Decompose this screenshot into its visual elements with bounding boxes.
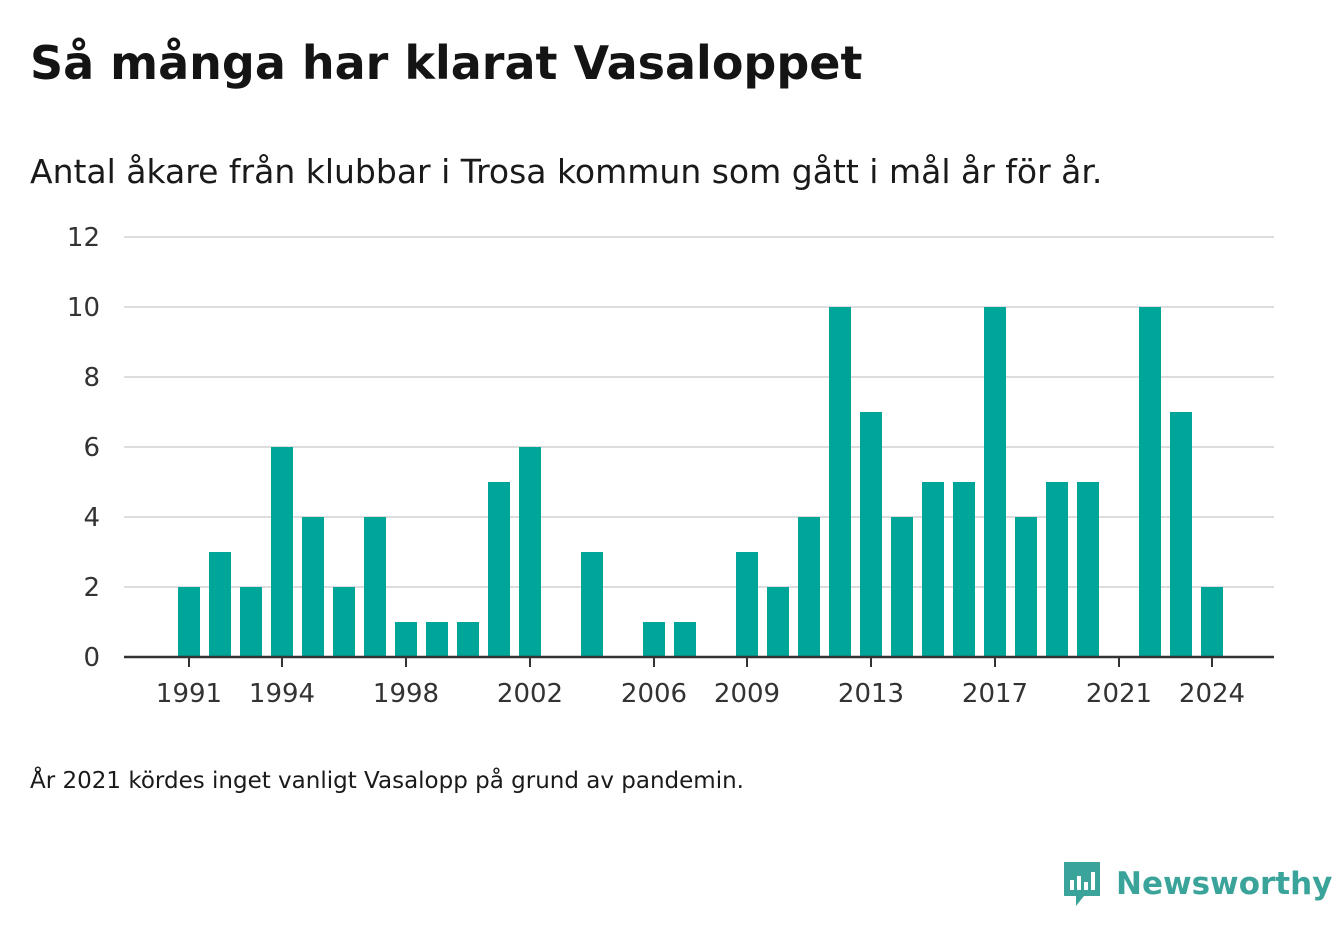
chart-subtitle: Antal åkare från klubbar i Trosa kommun …	[30, 152, 1103, 191]
bar-chart-speech-bubble-icon	[1064, 862, 1100, 906]
bar-2007	[674, 622, 696, 657]
bar-2009	[736, 552, 758, 657]
brand-name: Newsworthy	[1116, 866, 1333, 902]
y-tick-label-2: 2	[83, 573, 100, 603]
x-tick-label-2024: 2024	[1179, 679, 1245, 709]
bar-2022	[1139, 307, 1161, 657]
bar-2019	[1046, 482, 1068, 657]
bars	[178, 307, 1223, 657]
bar-2024	[1201, 587, 1223, 657]
x-axis-ticks	[188, 657, 1213, 667]
bar-1994	[271, 447, 293, 657]
bar-2001	[488, 482, 510, 657]
bar-2000	[457, 622, 479, 657]
bar-2014	[891, 517, 913, 657]
bar-2010	[767, 587, 789, 657]
y-tick-label-8: 8	[83, 363, 100, 393]
bar-2016	[953, 482, 975, 657]
y-tick-label-6: 6	[83, 433, 100, 463]
bar-2004	[581, 552, 603, 657]
bar-1992	[209, 552, 231, 657]
bar-2013	[860, 412, 882, 657]
bar-2006	[643, 622, 665, 657]
bar-2018	[1015, 517, 1037, 657]
bar-1993	[240, 587, 262, 657]
x-tick-label-2017: 2017	[962, 679, 1028, 709]
footnote: År 2021 kördes inget vanligt Vasalopp på…	[30, 768, 744, 794]
grid-lines	[124, 236, 1274, 588]
x-axis-labels: 1991 1994 1998 2002 2006 2009 2013 2017 2021 2024	[156, 679, 1245, 709]
x-tick-label-2009: 2009	[714, 679, 780, 709]
bar-1996	[333, 587, 355, 657]
x-tick-label-2002: 2002	[497, 679, 563, 709]
bar-2023	[1170, 412, 1192, 657]
x-tick-label-2013: 2013	[838, 679, 904, 709]
bar-2015	[922, 482, 944, 657]
x-tick-label-1991: 1991	[156, 679, 222, 709]
x-tick-label-2006: 2006	[621, 679, 687, 709]
chart-title: Så många har klarat Vasaloppet	[30, 36, 863, 90]
bar-1998	[395, 622, 417, 657]
bar-1999	[426, 622, 448, 657]
bar-chart: 0 2 4 6 8 10 12 1991 1994 1998 2002 2006 2009 2013 20…	[67, 223, 1274, 709]
bar-2020	[1077, 482, 1099, 657]
y-axis-labels: 0 2 4 6 8 10 12	[67, 223, 100, 673]
brand-logo: Newsworthy	[1062, 860, 1332, 908]
x-tick-label-2021: 2021	[1086, 679, 1152, 709]
bar-1991	[178, 587, 200, 657]
bar-2017	[984, 307, 1006, 657]
x-tick-label-1994: 1994	[249, 679, 315, 709]
x-tick-label-1998: 1998	[373, 679, 439, 709]
bar-1995	[302, 517, 324, 657]
bar-2002	[519, 447, 541, 657]
bar-2011	[798, 517, 820, 657]
y-tick-label-4: 4	[83, 503, 100, 533]
bar-2012	[829, 307, 851, 657]
y-tick-label-12: 12	[67, 223, 100, 253]
y-tick-label-0: 0	[83, 643, 100, 673]
y-tick-label-10: 10	[67, 293, 100, 323]
bar-1997	[364, 517, 386, 657]
